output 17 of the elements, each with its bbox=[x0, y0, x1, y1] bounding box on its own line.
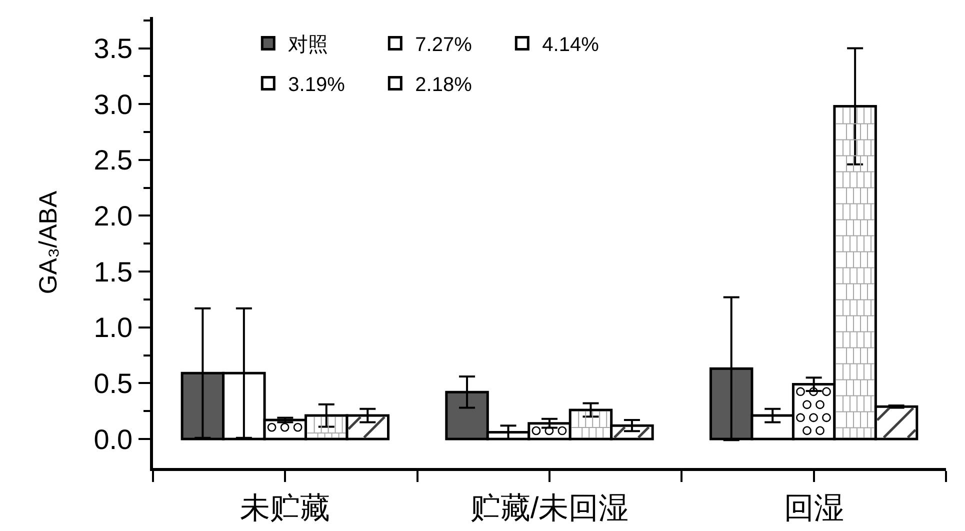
legend-label: 对照 bbox=[288, 34, 328, 56]
y-axis-title: GA₃/ABA bbox=[34, 190, 62, 294]
x-tick-label: 未贮藏 bbox=[240, 492, 330, 525]
legend-label: 4.14% bbox=[542, 34, 600, 56]
y-tick-label: 0.5 bbox=[94, 368, 133, 399]
legend-label: 3.19% bbox=[288, 74, 346, 96]
y-tick-label: 1.0 bbox=[94, 312, 133, 344]
y-tick-label: 3.5 bbox=[94, 33, 133, 64]
y-tick-label: 3.0 bbox=[94, 88, 133, 120]
legend-label: 7.27% bbox=[415, 34, 472, 56]
y-tick-label: 2.5 bbox=[94, 144, 133, 176]
legend-label: 2.18% bbox=[415, 74, 472, 96]
x-tick-label: 回湿 bbox=[784, 492, 844, 525]
y-tick-label: 0.0 bbox=[94, 424, 133, 455]
y-tick-label: 1.5 bbox=[94, 256, 133, 288]
x-tick-label: 贮藏/未回湿 bbox=[470, 492, 629, 525]
y-tick-label: 2.0 bbox=[94, 200, 133, 232]
